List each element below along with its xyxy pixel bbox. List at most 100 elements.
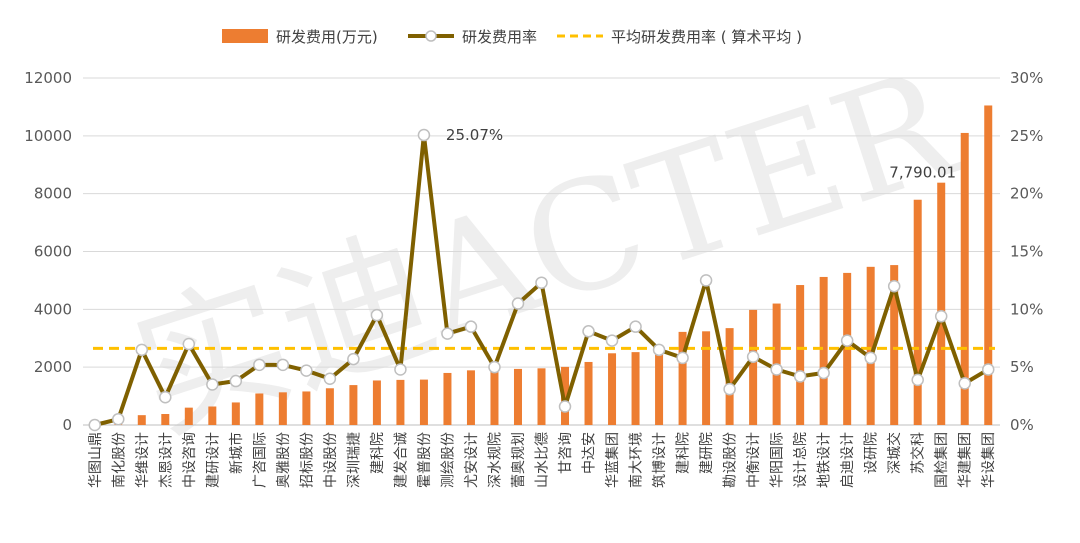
rate-point — [370, 308, 384, 322]
rate-point — [441, 327, 454, 340]
category-label: 南化股份 — [111, 432, 127, 488]
category-label: 中达安 — [582, 432, 598, 474]
rate-point — [981, 363, 995, 376]
category-label: 新城市 — [228, 432, 245, 474]
bar — [702, 331, 711, 425]
rate-point — [253, 358, 266, 372]
category-label: 启迪设计 — [840, 432, 856, 488]
legend-label-avg-rate: 平均研发费用率 ( 算术平均 ) — [611, 28, 802, 46]
category-axis: 华图山鼎 南化股份 华维设计 杰恩设计 中设咨询 建研设计 新城市 广咨国际 奥雅股份 招标股份中… — [88, 432, 997, 488]
category-label: 建科院 — [370, 432, 386, 474]
legend-marker-rd-rate — [425, 30, 437, 42]
category-label: 招标股份 — [299, 432, 315, 488]
rate-point — [276, 358, 290, 372]
rate-point — [629, 320, 642, 333]
rate-point — [135, 343, 149, 357]
category-label: 中衡设计 — [746, 432, 762, 488]
bar — [184, 407, 193, 425]
rate-point — [511, 297, 525, 310]
category-label: 华维设计 — [135, 432, 151, 488]
rate-point — [394, 363, 407, 376]
legend-label-rd-rate: 研发费用率 — [462, 28, 537, 46]
legend: 研发费用(万元) 研发费用率 平均研发费用率 ( 算术平均 ) — [222, 28, 802, 46]
rate-point — [323, 372, 337, 385]
rate-point — [112, 412, 125, 426]
rate-point — [699, 274, 713, 287]
annotation-label: 7,790.01 — [889, 164, 956, 182]
bar — [984, 105, 993, 426]
bar — [890, 265, 899, 425]
rate-point — [88, 418, 102, 432]
rate-point — [770, 363, 783, 376]
bar — [537, 368, 546, 425]
bar — [819, 276, 828, 425]
category-label: 深水规院 — [487, 432, 503, 488]
bar-series — [90, 105, 993, 426]
left-tick-label: 12000 — [24, 69, 72, 87]
bar — [725, 328, 734, 425]
category-label: 建研院 — [699, 432, 715, 474]
rate-point — [746, 350, 760, 364]
rate-point — [417, 128, 431, 142]
category-label: 华建集团 — [957, 432, 974, 488]
category-label: 奥雅股份 — [275, 432, 292, 488]
rate-point — [864, 351, 877, 365]
right-tick-label: 15% — [1010, 243, 1043, 261]
rate-point — [182, 337, 196, 351]
category-label: 深城交 — [886, 432, 903, 474]
bar — [208, 406, 217, 425]
category-label: 地铁设计 — [817, 432, 833, 488]
rate-point — [347, 352, 360, 366]
right-tick-label: 30% — [1010, 69, 1043, 87]
category-label: 霍普股份 — [417, 432, 433, 488]
category-label: 华图山鼎 — [88, 432, 104, 488]
bar — [302, 391, 311, 425]
bar — [866, 266, 875, 425]
rate-point — [535, 276, 548, 289]
category-label: 建科院 — [676, 432, 692, 474]
rate-point — [229, 374, 243, 388]
bar — [960, 132, 969, 426]
rate-point — [206, 378, 219, 391]
bar — [655, 350, 664, 425]
left-tick-label: 0 — [62, 416, 72, 434]
rate-point — [793, 370, 807, 383]
rate-point — [300, 364, 313, 377]
bar — [466, 370, 475, 425]
category-label: 测绘股份 — [440, 432, 456, 488]
category-label: 筑博设计 — [651, 432, 668, 488]
right-tick-label: 10% — [1010, 300, 1043, 318]
category-label: 建发合诚 — [393, 432, 409, 488]
category-label: 山水比德 — [535, 432, 551, 488]
bar — [325, 388, 334, 425]
category-label: 中设咨询 — [182, 432, 198, 488]
category-label: 华阳国际 — [770, 432, 786, 488]
right-tick-label: 25% — [1010, 127, 1043, 145]
rate-point — [582, 325, 595, 338]
bar — [937, 182, 946, 425]
right-tick-label: 20% — [1010, 185, 1043, 203]
rate-point — [840, 334, 854, 347]
category-label: 设计总院 — [793, 432, 809, 488]
bar — [137, 415, 146, 425]
left-tick-label: 10000 — [24, 127, 72, 145]
rate-point — [887, 279, 901, 293]
rate-point — [488, 360, 501, 374]
category-label: 南大环境 — [629, 432, 645, 488]
bar — [584, 361, 593, 425]
bar — [372, 380, 381, 425]
left-axis: 0 2000 4000 6000 8000 10000 12000 — [24, 69, 72, 434]
rate-point — [911, 373, 924, 387]
category-label: 华蓝集团 — [604, 432, 621, 488]
category-label: 尤安设计 — [464, 432, 480, 488]
bar — [796, 285, 805, 425]
rate-point — [676, 351, 689, 365]
left-tick-label: 4000 — [34, 300, 72, 318]
rate-point — [159, 390, 172, 404]
bar — [255, 393, 264, 425]
category-label: 甘咨询 — [558, 432, 574, 474]
rate-point — [652, 343, 666, 357]
category-label: 华设集团 — [980, 432, 997, 488]
category-label: 蕾奥规划 — [510, 432, 527, 488]
bar — [608, 353, 617, 425]
